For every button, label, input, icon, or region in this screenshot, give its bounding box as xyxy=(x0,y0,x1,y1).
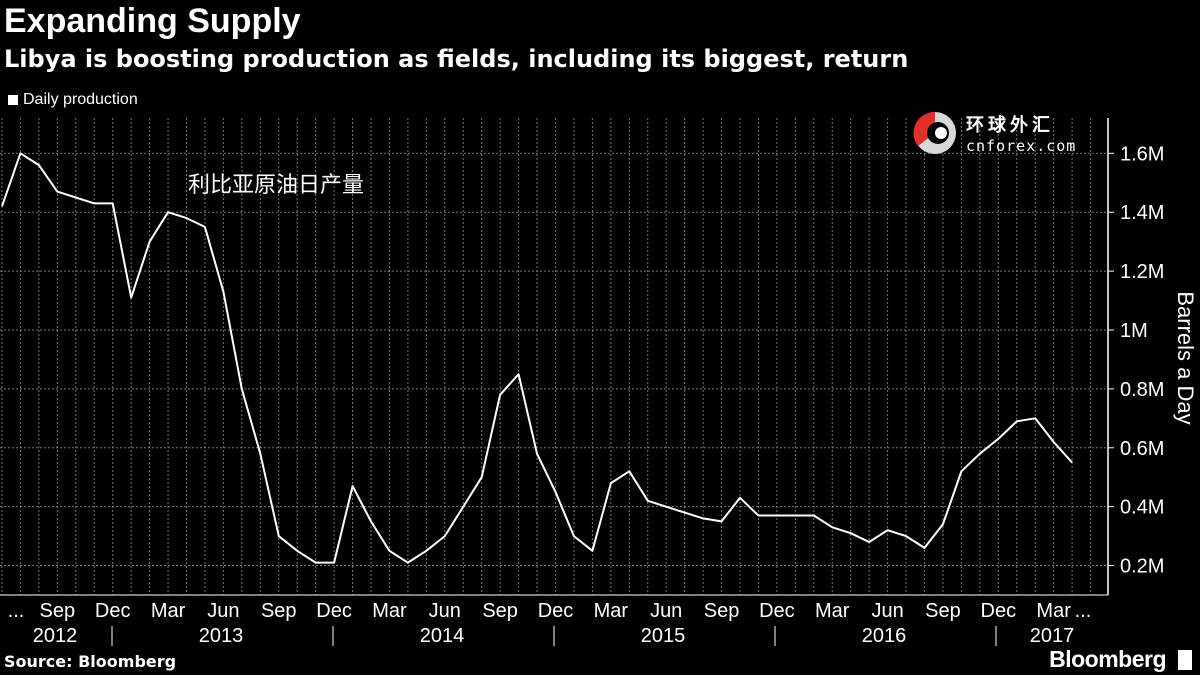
x-tick-label: Dec xyxy=(316,600,352,622)
y-tick-label: 0.6M xyxy=(1120,438,1164,460)
chart-grid xyxy=(0,118,1108,595)
legend-swatch xyxy=(8,95,18,105)
y-tick-label: 1M xyxy=(1120,320,1148,342)
x-tick-label: Sep xyxy=(261,600,297,622)
x-tick-label: Sep xyxy=(925,600,961,622)
cnforex-logo-icon xyxy=(913,111,956,154)
x-tick-label: Mar xyxy=(1036,600,1071,622)
chart-ticks: 0.2M 0.4M 0.6M 0.8M 1M 1.2M 1.4M 1.6M... Sep Dec M… xyxy=(8,143,1165,647)
source-note: Source: Bloomberg xyxy=(4,652,177,671)
x-tick-label: Dec xyxy=(538,600,574,622)
x-tick-label: ... xyxy=(8,600,25,622)
chart-axes xyxy=(0,118,1114,646)
x-tick-label: Dec xyxy=(95,600,131,622)
x-tick-label: Dec xyxy=(759,600,795,622)
x-year-label: 2017 xyxy=(1030,625,1075,647)
x-tick-label: Jun xyxy=(429,600,461,622)
x-year-label: 2016 xyxy=(862,625,907,647)
chart-subtitle: Libya is boosting production as fields, … xyxy=(4,45,909,73)
x-tick-label: Jun xyxy=(871,600,903,622)
x-tick-label: Mar xyxy=(594,600,629,622)
y-tick-label: 1.2M xyxy=(1120,261,1164,283)
y-tick-label: 1.4M xyxy=(1120,202,1164,224)
x-tick-label: Jun xyxy=(207,600,239,622)
y-tick-label: 0.2M xyxy=(1120,556,1164,578)
series-line-daily-production xyxy=(1,152,1073,564)
x-tick-label: ... xyxy=(1075,600,1092,622)
y-axis-label: Barrels a Day xyxy=(1173,291,1198,424)
brand-logo-text: Bloomberg xyxy=(1049,646,1166,672)
chart-title: Expanding Supply xyxy=(4,2,301,40)
x-tick-label: Sep xyxy=(40,600,76,622)
x-year-label: 2013 xyxy=(199,625,244,647)
legend-label: Daily production xyxy=(23,91,138,108)
x-tick-label: Jun xyxy=(650,600,682,622)
x-tick-label: Sep xyxy=(704,600,740,622)
x-year-label: 2012 xyxy=(33,625,78,647)
x-tick-label: Dec xyxy=(981,600,1017,622)
x-tick-label: Mar xyxy=(815,600,850,622)
watermark-en-text: cnforex.com xyxy=(966,137,1077,155)
x-tick-label: Mar xyxy=(372,600,407,622)
brand-terminal-icon xyxy=(1178,650,1192,670)
x-year-label: 2015 xyxy=(641,625,686,647)
y-tick-label: 0.4M xyxy=(1120,497,1164,519)
watermark-cn-text: 环球外汇 xyxy=(966,115,1054,136)
watermark: 环球外汇 cnforex.com xyxy=(912,110,1076,156)
x-tick-label: Sep xyxy=(482,600,518,622)
x-year-label: 2014 xyxy=(420,625,465,647)
chart-annotation: 利比亚原油日产量 xyxy=(188,173,365,198)
y-tick-label: 0.8M xyxy=(1120,379,1164,401)
y-tick-label: 1.6M xyxy=(1120,143,1164,165)
x-tick-label: Mar xyxy=(151,600,186,622)
legend: Daily production xyxy=(8,91,138,109)
